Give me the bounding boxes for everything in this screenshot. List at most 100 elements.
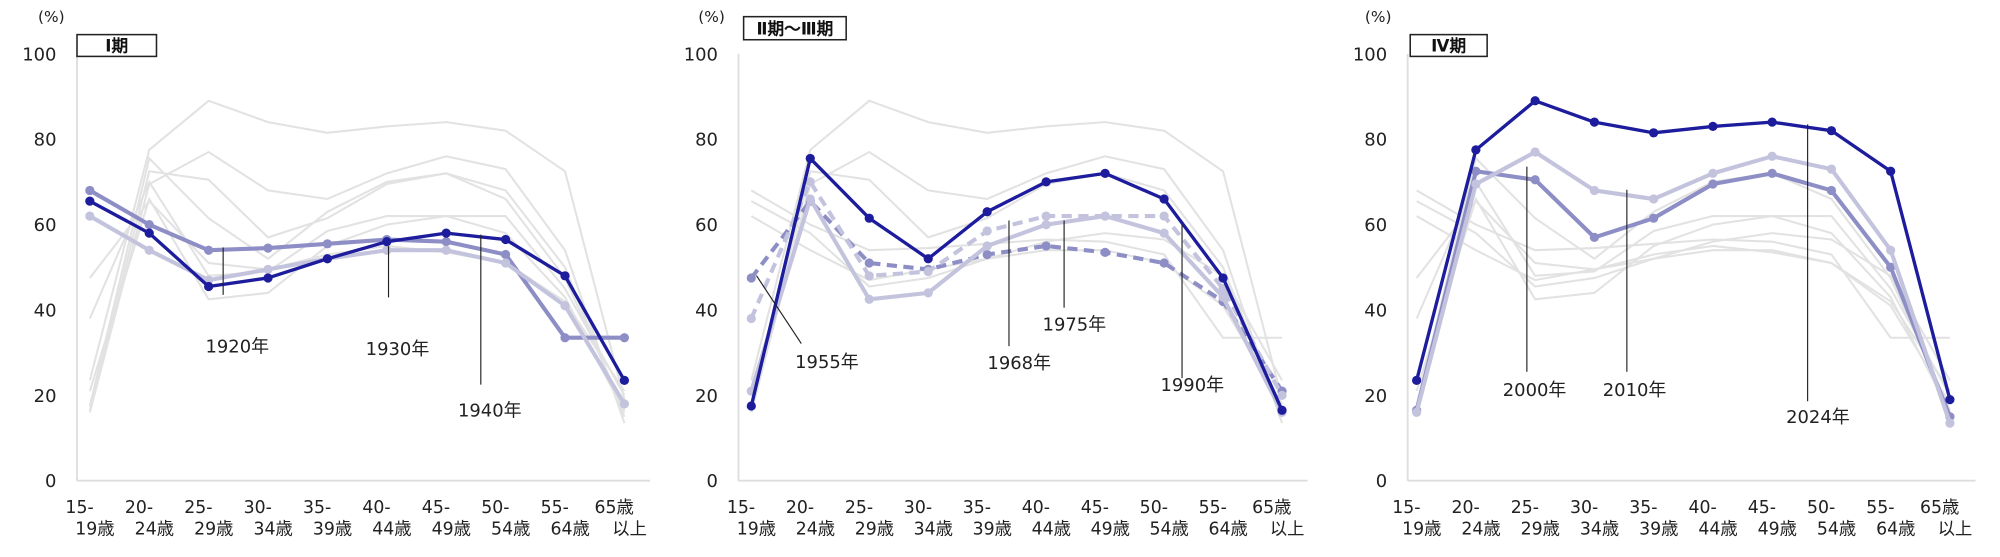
background-series-line [1415,199,1951,392]
data-point [619,333,630,343]
data-point [1767,151,1777,161]
background-series-line [750,99,1284,400]
x-tick-label: 49歳 [432,520,471,540]
x-tick-label: 44歳 [1032,520,1071,540]
data-point [1277,390,1287,400]
y-tick-label: 80 [34,130,57,151]
y-tick-label: 60 [1364,215,1387,236]
data-point [560,333,570,343]
data-point [441,237,451,247]
data-point [1886,245,1896,255]
series-line-1930年 [88,214,627,405]
data-point [923,266,933,277]
data-point [1041,219,1051,230]
y-unit-label: (%) [1365,8,1392,26]
panel-title: Ⅰ期 [105,36,128,55]
y-tick-label: 100 [1353,44,1387,65]
data-point [1649,194,1659,204]
panel-title-box [1409,33,1488,58]
annotation-label: 1940年 [458,401,522,422]
x-tick-label: 50- [1140,498,1168,518]
data-point [1041,241,1051,251]
x-tick-label: 25- [184,498,212,518]
data-point [1041,177,1051,187]
x-tick-label: 65歳 [1252,498,1291,518]
x-tick-label: 50- [1807,498,1835,518]
x-tick-label: 54歳 [491,520,530,540]
annotation-label: 1975年 [1043,315,1107,336]
x-tick-label: 15- [727,498,755,518]
data-point [322,239,333,249]
data-point [1159,228,1169,238]
data-point [500,258,511,268]
y-tick-label: 0 [707,471,718,492]
annotation-label: 2000年 [1503,380,1567,401]
x-tick-label: 54歳 [1817,520,1856,540]
y-tick-label: 0 [1376,471,1387,492]
panel-title: Ⅳ期 [1431,36,1466,55]
x-tick-label: 64歳 [550,520,589,540]
y-tick-label: 0 [45,471,56,492]
data-point [1218,273,1228,283]
data-point [560,271,570,281]
data-point [1277,405,1287,415]
data-point [1218,292,1228,302]
data-point [864,271,874,281]
data-point [1945,418,1955,428]
background-series-line [88,170,626,418]
x-tick-label: 40- [362,498,390,518]
data-point [263,273,273,283]
data-point [1649,128,1659,138]
y-tick-label: 100 [22,44,56,65]
y-tick-label: 80 [695,130,718,151]
background-series-line [750,189,1283,339]
data-point [864,213,874,223]
x-tick-label: 49歳 [1758,520,1797,540]
x-tick-label: 20- [786,498,814,518]
panel-3: 0 20 40 60 80 100 (%) 15-19歳 20-24歳 25-29歳 30-34歳 3… [1353,8,1976,540]
x-tick-label: 20- [1451,498,1479,518]
x-tick-label: 29歳 [1521,520,1560,540]
background-series-line [1416,215,1951,405]
x-tick-label: 30- [904,498,932,518]
annotation-label: 1955年 [795,352,859,373]
x-tick-label: 25- [1511,498,1539,518]
data-point [923,254,933,264]
data-point [1708,168,1718,178]
panel-1: 0 20 40 60 80 100 (%) 15-19歳 20-24歳 25-29歳 30-34歳 3… [22,8,651,540]
data-point [1886,166,1896,176]
x-tick-label: 35- [303,498,331,518]
background-series-line [1415,156,1951,411]
x-tick-label: 30- [244,498,272,518]
x-tick-label: 24歳 [796,520,835,540]
data-point [204,281,214,292]
panel-title: Ⅱ期～Ⅲ期 [757,20,834,39]
background-series-line [750,150,1283,424]
annotation-label: 2010年 [1603,380,1667,401]
data-point [1826,126,1837,136]
x-tick-label: 20- [125,498,153,518]
background-series-line [1415,179,1951,396]
x-tick-label: 55- [541,498,569,518]
data-point [746,273,756,283]
data-point [864,258,874,268]
x-tick-label: 25- [845,498,873,518]
x-tick-label: 45- [1081,498,1109,518]
data-point [144,219,154,230]
data-point [144,228,154,238]
data-point [1530,175,1540,185]
data-point [619,375,630,386]
data-point [1100,247,1110,257]
background-series-line [750,170,1283,418]
data-point [144,245,154,255]
x-tick-label: 64歳 [1209,520,1248,540]
data-point [1159,211,1169,221]
x-tick-label: 24歳 [135,520,174,540]
y-unit-label: (%) [698,8,725,26]
series-line-1920年 [88,188,625,340]
series-line-1968年 [749,179,1284,397]
x-tick-label: 54歳 [1150,520,1189,540]
data-point [441,228,451,238]
x-tick-label: 以上 [612,520,647,540]
